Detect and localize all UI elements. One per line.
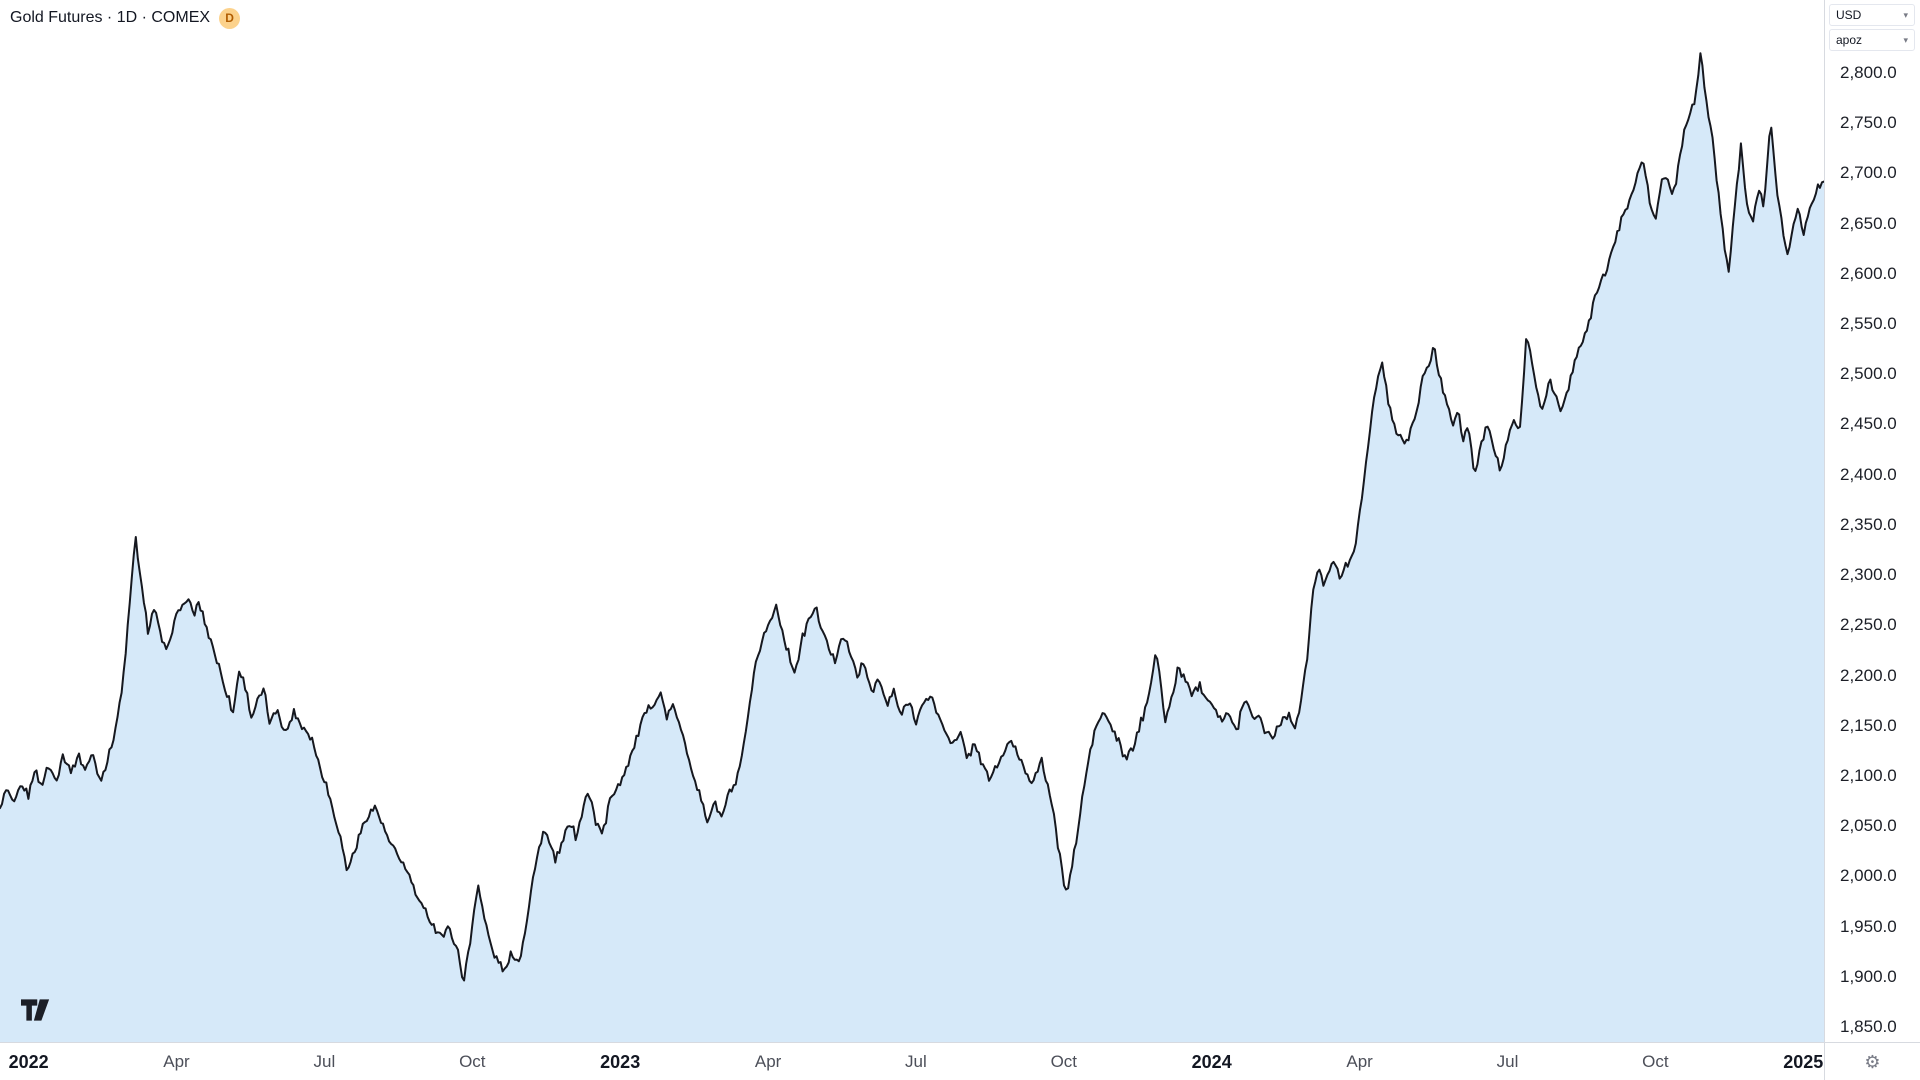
time-axis-label: 2024 bbox=[1191, 1052, 1232, 1072]
price-axis-label: 2,550.0 bbox=[1840, 314, 1897, 334]
time-axis-label: 2023 bbox=[600, 1052, 641, 1072]
price-axis-label: 2,600.0 bbox=[1840, 263, 1897, 283]
price-axis-label: 2,750.0 bbox=[1840, 113, 1897, 133]
price-axis-label: 2,450.0 bbox=[1840, 414, 1897, 434]
time-axis-label: Apr bbox=[163, 1052, 190, 1071]
delayed-data-badge[interactable]: D bbox=[219, 7, 241, 29]
time-axis-label: Jul bbox=[905, 1052, 927, 1071]
time-axis-label: Apr bbox=[754, 1052, 782, 1071]
symbol-legend: Gold Futures · 1D · COMEX D bbox=[10, 7, 241, 29]
price-axis-label: 2,250.0 bbox=[1840, 615, 1897, 635]
price-axis-label: 2,300.0 bbox=[1840, 565, 1897, 585]
price-axis-label: 2,000.0 bbox=[1840, 866, 1897, 886]
price-axis-label: 2,100.0 bbox=[1840, 765, 1897, 785]
price-axis-label: 2,350.0 bbox=[1840, 514, 1897, 534]
time-axis-label: Jul bbox=[313, 1052, 336, 1071]
area-fill bbox=[0, 53, 1824, 1042]
time-axis-label: Apr bbox=[1346, 1052, 1373, 1071]
time-axis[interactable]: ⚙ 2022 Apr Jul Oct 2023 Apr Jul Oct 2024 Apr Jul Oc… bbox=[0, 1042, 1920, 1080]
currency-label: USD bbox=[1836, 8, 1862, 22]
price-axis-label: 2,050.0 bbox=[1840, 816, 1897, 836]
price-axis[interactable]: USD ▾ apoz ▾ 1,850.0 1,900.0 1,950.0 2,000.… bbox=[1824, 0, 1920, 1042]
tradingview-logo-icon bbox=[21, 999, 50, 1021]
symbol-title[interactable]: Gold Futures · 1D · COMEX bbox=[10, 9, 211, 26]
chevron-down-icon: ▾ bbox=[1903, 9, 1908, 20]
unit-select[interactable]: apoz ▾ bbox=[1829, 29, 1915, 51]
chevron-down-icon: ▾ bbox=[1903, 34, 1908, 45]
time-axis-label: Oct bbox=[1050, 1052, 1078, 1071]
axis-settings-corner[interactable]: ⚙ bbox=[1824, 1043, 1920, 1080]
price-axis-label: 2,800.0 bbox=[1840, 63, 1897, 82]
tradingview-logo[interactable] bbox=[21, 999, 51, 1021]
time-axis-label: Oct bbox=[459, 1052, 486, 1071]
price-axis-label: 1,850.0 bbox=[1840, 1017, 1897, 1036]
price-axis-label: 1,950.0 bbox=[1840, 916, 1897, 936]
price-chart-svg bbox=[0, 52, 1824, 1042]
price-axis-label: 2,400.0 bbox=[1840, 464, 1897, 484]
price-line bbox=[0, 52, 1824, 982]
price-axis-label: 1,900.0 bbox=[1840, 966, 1897, 986]
price-axis-label: 2,500.0 bbox=[1840, 364, 1897, 384]
gear-icon: ⚙ bbox=[1864, 1052, 1881, 1072]
price-axis-label: 2,200.0 bbox=[1840, 665, 1897, 685]
currency-select[interactable]: USD ▾ bbox=[1829, 4, 1915, 26]
price-axis-label: 2,650.0 bbox=[1840, 213, 1897, 233]
chart-plot-area[interactable]: Gold Futures · 1D · COMEX D bbox=[0, 0, 1824, 1042]
time-axis-label: 2022 bbox=[8, 1052, 49, 1072]
price-axis-label: 2,150.0 bbox=[1840, 715, 1897, 735]
time-axis-label: Oct bbox=[1642, 1052, 1669, 1071]
price-axis-label: 2,700.0 bbox=[1840, 163, 1897, 183]
time-axis-label: 2025 bbox=[1783, 1052, 1824, 1072]
price-axis-controls: USD ▾ apoz ▾ bbox=[1829, 4, 1915, 51]
time-axis-label: Jul bbox=[1496, 1052, 1519, 1071]
unit-label: apoz bbox=[1836, 33, 1863, 47]
